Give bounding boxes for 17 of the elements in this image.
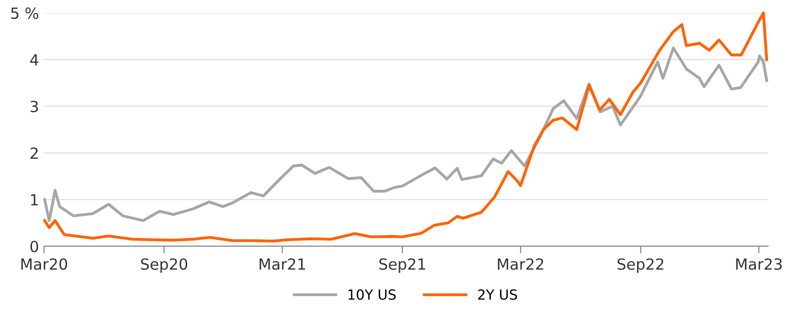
y-tick-label: 3 <box>30 100 38 112</box>
x-tick-label: Mar23 <box>736 258 782 270</box>
y-tick-label: 1 <box>31 194 38 206</box>
line-series <box>43 12 768 242</box>
x-tick-label: Mar21 <box>260 258 306 270</box>
x-tick-label: Sep22 <box>618 258 664 273</box>
y-tick-label: 5 % <box>11 7 38 19</box>
x-tick-label: Mar22 <box>498 258 544 270</box>
legend-label: 2Y US <box>478 289 518 300</box>
y-tick-label: 4 <box>30 54 38 66</box>
legend-label: 10Y US <box>348 289 396 300</box>
x-tick-label: Mar20 <box>21 258 68 270</box>
x-tick-label: Sep20 <box>141 258 188 273</box>
line-series <box>43 46 768 222</box>
y-tick-label: 0 <box>30 240 38 252</box>
y-tick-label: 2 <box>30 147 38 159</box>
x-tick-label: Sep21 <box>379 258 426 273</box>
